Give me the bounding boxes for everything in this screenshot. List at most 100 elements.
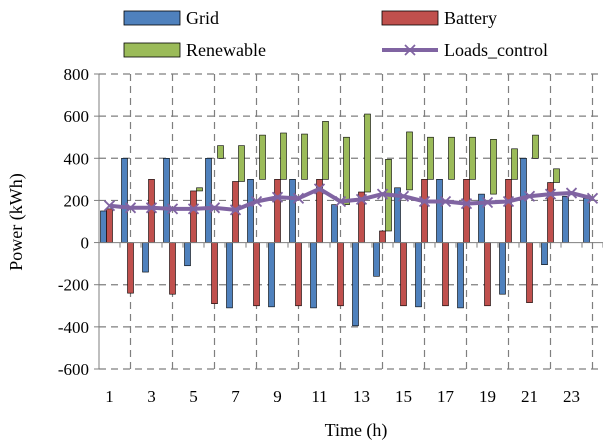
- loads-control-point: [481, 196, 494, 209]
- marker-stroke: [271, 191, 284, 203]
- marker-stroke: [418, 195, 431, 208]
- renewable-bar: [553, 168, 560, 183]
- bars: [100, 113, 590, 327]
- x-tick-label: 23: [563, 387, 580, 406]
- y-tick-label: -200: [58, 276, 89, 295]
- battery-bar: [211, 242, 218, 304]
- grid-bar: [289, 179, 296, 243]
- battery-bar: [526, 242, 533, 303]
- x-tick-labels: 1 3 5 7 9 11 13 15 17 19 21 23: [105, 387, 580, 406]
- x-axis-label: Time (h): [325, 420, 388, 441]
- loads-control-point: [586, 192, 599, 204]
- marker-stroke: [586, 192, 599, 204]
- y-tick-label: 400: [64, 149, 90, 168]
- marker-stroke: [334, 195, 347, 208]
- y-tick-label: 0: [81, 234, 90, 253]
- loads-control-point: [523, 190, 536, 202]
- legend-label: Loads_control: [444, 40, 548, 60]
- grid-bar: [163, 157, 170, 243]
- battery-bar: [253, 242, 260, 307]
- y-tick-label: 800: [64, 65, 90, 84]
- legend-item-loads-control: Loads_control: [382, 40, 548, 60]
- axes: [94, 73, 603, 370]
- battery-bar: [442, 242, 449, 307]
- renewable-bar: [217, 145, 224, 159]
- legend-label: Renewable: [186, 40, 266, 60]
- renewable-bar: [364, 113, 371, 193]
- marker-stroke: [250, 195, 263, 208]
- loads-control-point: [166, 203, 179, 215]
- battery-bar: [169, 242, 176, 295]
- marker-stroke: [313, 183, 326, 195]
- grid-bar: [226, 242, 233, 309]
- grid-bar: [373, 242, 380, 277]
- x-tick-label: 1: [105, 387, 114, 406]
- marker-stroke: [292, 192, 305, 204]
- marker-stroke: [376, 188, 389, 200]
- loads-control-point: [271, 191, 284, 203]
- loads-control-point: [187, 203, 200, 215]
- marker-stroke: [145, 202, 158, 214]
- loads-control-point: [292, 192, 305, 204]
- renewable-bar: [238, 145, 245, 182]
- loads-control-point: [124, 202, 137, 214]
- grid-bar: [352, 242, 359, 327]
- grid-bar: [562, 195, 569, 243]
- battery-bar: [106, 208, 113, 243]
- loads-control-point: [502, 195, 515, 208]
- grid-bar: [415, 242, 422, 308]
- marker-stroke: [208, 202, 221, 214]
- marker-stroke: [103, 200, 116, 212]
- grid-bar: [100, 210, 107, 243]
- battery-bar: [421, 179, 428, 243]
- renewable-bar: [259, 134, 266, 180]
- renewable-bar: [301, 133, 308, 180]
- loads-control-point: [565, 187, 578, 199]
- renewable-bar: [280, 132, 287, 180]
- x-tick-label: 7: [231, 387, 240, 406]
- marker-stroke: [502, 195, 515, 208]
- marker-stroke: [565, 187, 578, 199]
- marker-stroke: [460, 197, 473, 210]
- y-axis-label: Power (kWh): [6, 173, 27, 270]
- loads-control-point: [439, 195, 452, 208]
- battery-bar: [274, 179, 281, 243]
- legend: Grid Battery Renewable Loads_control: [123, 8, 548, 60]
- grid-bar: [184, 242, 191, 267]
- y-tick-label: 200: [64, 191, 90, 210]
- renewable-bar: [469, 136, 476, 180]
- grid-bar: [142, 242, 149, 273]
- x-tick-label: 13: [353, 387, 370, 406]
- renewable-bar: [532, 134, 539, 159]
- x-tick-label: 9: [273, 387, 282, 406]
- grid-bar: [268, 242, 275, 308]
- loads-control-point: [250, 195, 263, 208]
- marker-stroke: [439, 195, 452, 208]
- loads-control-point: [397, 190, 410, 202]
- x-tick-label: 5: [189, 387, 198, 406]
- marker-stroke: [229, 204, 242, 216]
- y-tick-label: -400: [58, 318, 89, 337]
- grid-bar: [541, 242, 548, 265]
- legend-label: Grid: [186, 8, 219, 28]
- marker-stroke: [481, 196, 494, 209]
- y-tick-label: -600: [58, 360, 89, 379]
- marker-stroke: [355, 193, 368, 206]
- grid-bar: [310, 242, 317, 309]
- marker-stroke: [166, 203, 179, 215]
- loads-control-point: [418, 195, 431, 208]
- battery-bar: [295, 242, 302, 307]
- marker-stroke: [523, 190, 536, 202]
- battery-bar: [190, 190, 197, 243]
- renewable-bar: [196, 187, 203, 192]
- legend-item-battery: Battery: [381, 8, 497, 28]
- legend-label: Battery: [444, 8, 497, 28]
- grid-bar: [436, 179, 443, 243]
- battery-bar: [463, 179, 470, 243]
- x-tick-label: 11: [311, 387, 327, 406]
- loads-control-point: [334, 195, 347, 208]
- loads-control-point: [103, 200, 116, 212]
- loads-control-point: [208, 202, 221, 214]
- legend-swatch: [381, 10, 439, 26]
